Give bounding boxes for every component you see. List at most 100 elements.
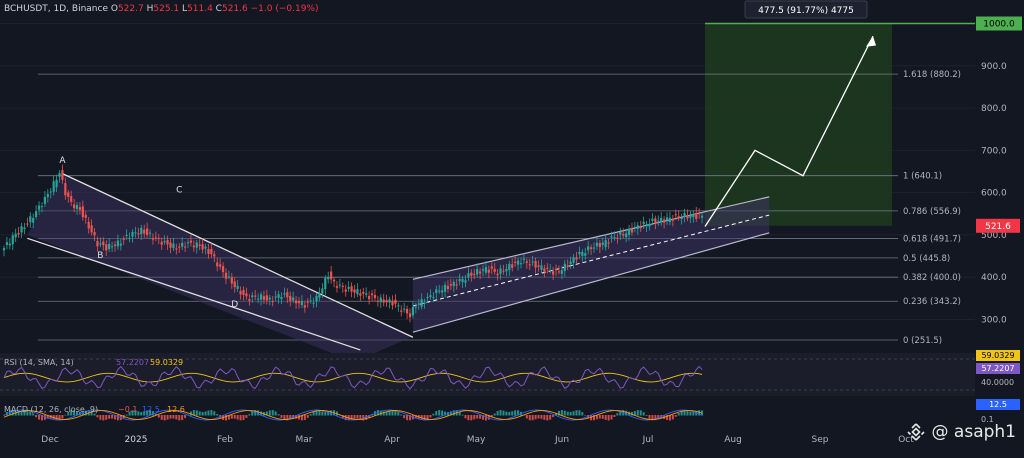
candle-body — [178, 246, 181, 248]
candle-body — [122, 238, 125, 240]
candle-body — [242, 289, 245, 295]
candle-body — [350, 286, 353, 292]
candle-body — [516, 260, 520, 265]
macd-bar — [184, 415, 187, 419]
macd-bar — [595, 415, 598, 420]
macd-bar — [61, 415, 64, 419]
macd-bar — [20, 411, 23, 416]
candle-body — [382, 299, 385, 303]
high-value: 525.1 — [153, 4, 180, 14]
candle-body — [610, 236, 613, 238]
macd-bar — [441, 410, 444, 416]
candle-body — [622, 234, 625, 236]
candle-body — [207, 249, 210, 254]
macd-bar — [312, 411, 315, 416]
macd-bar — [569, 411, 572, 416]
macd-bar — [125, 414, 128, 416]
macd-bar — [686, 410, 689, 416]
candle-body — [73, 204, 76, 209]
macd-bar — [17, 411, 20, 416]
macd-bar — [654, 415, 657, 421]
candle-body — [677, 216, 680, 219]
macd-bar — [46, 415, 49, 419]
candle-body — [102, 241, 105, 246]
candle-body — [8, 243, 11, 246]
candle-body — [575, 257, 578, 260]
candle-body — [700, 215, 704, 218]
candle-body — [61, 170, 64, 180]
candle-body — [327, 277, 330, 280]
candle-body — [487, 269, 490, 273]
macd-bar — [607, 415, 610, 421]
macd-bar — [35, 415, 38, 418]
macd-bar — [29, 410, 32, 416]
macd-bar — [514, 410, 517, 416]
macd-bar — [499, 410, 502, 416]
fib-label: 0.236 (343.2) — [903, 297, 961, 307]
macd-bar — [610, 415, 613, 420]
macd-bar — [452, 410, 455, 416]
candle-body — [420, 299, 423, 307]
macd-bar — [96, 415, 99, 418]
candle-body — [148, 232, 152, 234]
fib-label: 1 (640.1) — [903, 172, 942, 182]
macd-bar — [324, 411, 327, 416]
macd-bar — [449, 411, 452, 416]
macd-bar — [379, 410, 382, 416]
candle-body — [52, 181, 55, 192]
candle-body — [55, 179, 58, 188]
last-price-tag — [976, 218, 1020, 233]
candle-body — [370, 293, 374, 296]
candle-body — [353, 289, 356, 293]
macd-bar — [189, 411, 192, 416]
macd-bar — [116, 415, 119, 421]
macd-bar — [160, 415, 163, 420]
macd-bar — [493, 413, 496, 416]
candle-body — [116, 240, 120, 247]
candle-body — [306, 301, 309, 303]
candle-body — [557, 271, 561, 273]
macd-bar — [11, 410, 14, 416]
macd-bar — [400, 414, 403, 416]
macd-bar — [382, 411, 385, 416]
candle-body — [365, 293, 368, 295]
macd-bar — [484, 415, 487, 421]
candle-body — [257, 298, 260, 300]
candle-body — [300, 301, 304, 306]
macd-bar — [517, 410, 520, 416]
macd-bar — [593, 415, 596, 421]
macd-bar — [633, 411, 636, 416]
price-axis-label: 800.0 — [981, 104, 1007, 114]
macd-bar — [137, 411, 140, 416]
macd-bar — [540, 415, 543, 419]
macd-bar — [43, 415, 46, 420]
macd-bar — [70, 410, 73, 416]
macd-title: MACD (12, 26, close, 9) — [4, 405, 98, 414]
candle-body — [248, 299, 251, 301]
macd-bar — [201, 411, 204, 416]
macd-bar — [274, 411, 277, 416]
macd-tag-1-label: 12.5 — [989, 400, 1007, 409]
chart-header: BCHUSDT, 1D, Binance O522.7 H525.1 L511.… — [4, 4, 318, 14]
macd-bar — [677, 413, 680, 416]
projection-arrowhead — [866, 36, 876, 47]
candle-body — [493, 268, 496, 272]
time-axis-label: Feb — [217, 435, 233, 445]
last-price-label: 521.6 — [985, 222, 1011, 232]
macd-bar — [277, 414, 280, 416]
candles — [2, 164, 704, 323]
candle-body — [657, 220, 660, 222]
macd-bar — [286, 415, 289, 421]
macd-bar — [566, 411, 569, 416]
candle-body — [461, 278, 464, 283]
macd-bar — [666, 415, 669, 420]
macd-bar — [204, 411, 207, 416]
candle-body — [563, 263, 566, 272]
macd-bar — [99, 415, 102, 420]
binance-logo-icon — [906, 423, 925, 441]
candle-body — [46, 193, 49, 198]
candle-body — [271, 301, 274, 303]
macd-bar — [680, 410, 683, 416]
